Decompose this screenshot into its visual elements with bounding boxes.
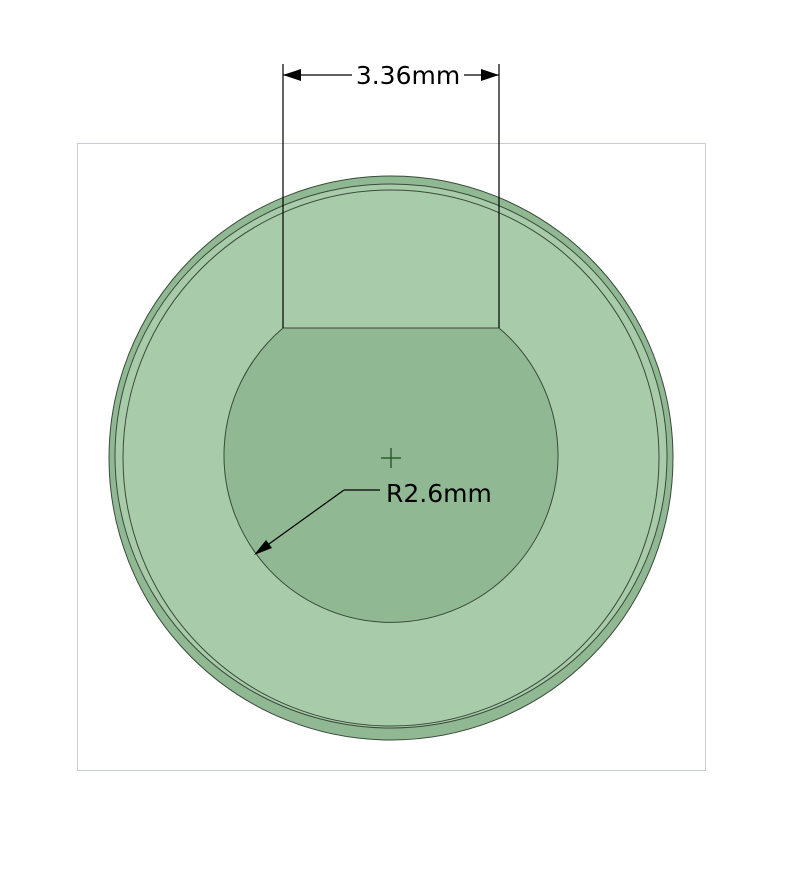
washer-face <box>114 183 668 729</box>
radius-arrow-icon <box>254 540 272 555</box>
width-dimension-label: 3.36mm <box>356 61 460 90</box>
washer-inner-chamfer-line <box>122 189 660 727</box>
radius-dimension-label: R2.6mm <box>386 479 492 508</box>
radius-dimension <box>261 489 380 550</box>
radius-leader-diagonal <box>261 489 345 550</box>
width-arrow-left-icon <box>283 69 301 81</box>
center-mark <box>381 448 401 468</box>
width-arrow-right-icon <box>481 69 499 81</box>
view-frame <box>77 143 706 771</box>
